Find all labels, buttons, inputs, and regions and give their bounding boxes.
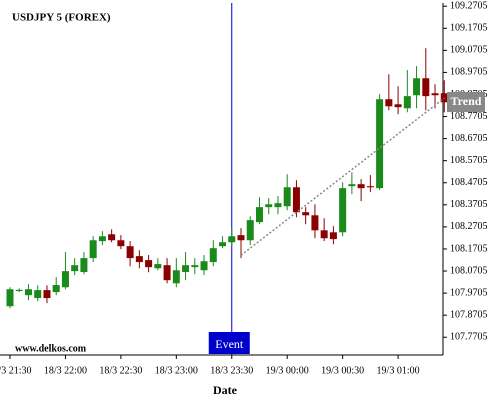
candle-body [34,290,42,299]
candle-body [302,212,310,216]
candle-body [237,235,245,241]
candle-body [89,240,97,259]
candle-body [292,187,300,213]
candle-body [154,264,162,269]
y-tick-label: 108.6705 [450,133,488,144]
candle-body [228,236,236,243]
candle-body [209,248,217,263]
candle-body [80,258,88,273]
x-tick-label: 19/3 00:00 [266,365,309,376]
candle-body [191,265,199,268]
y-tick-label: 108.2705 [450,221,488,232]
candle-body [339,188,347,233]
y-tick-label: 107.7705 [450,332,488,343]
x-tick-label: 18/3 22:30 [99,365,142,376]
candle-body [311,215,319,231]
candle-body [274,203,282,208]
y-tick-label: 109.1705 [450,23,488,34]
candle-body [61,271,69,288]
event-box [208,332,250,354]
candle-body [200,261,208,271]
candle-body [24,289,32,296]
y-tick-label: 107.8705 [450,309,488,320]
x-tick-label: 18/3 22:00 [44,365,87,376]
y-tick-label: 108.5705 [450,155,488,166]
x-tick-label: 18/3 23:30 [210,365,253,376]
y-tick-label: 108.3705 [450,199,488,210]
candle-body [117,240,125,247]
candle-body [431,93,439,96]
candle-body [348,184,356,187]
candle-body [145,260,153,268]
candle-body [163,265,171,281]
candle-body [320,230,328,239]
trend-box [447,92,485,112]
candle-body [329,232,337,240]
x-axis-label: Date [213,383,238,397]
candle-body [52,285,60,293]
candle-body [43,290,51,299]
candle-body [385,99,393,107]
x-tick-label: 18/3 23:00 [155,365,198,376]
y-tick-label: 109.2705 [450,0,488,11]
candle-body [376,99,384,189]
y-tick-label: 108.1705 [450,243,488,254]
candle-body [182,265,190,273]
watermark: www.delkos.com [15,343,87,354]
y-tick-label: 107.9705 [450,287,488,298]
candle-body [71,265,79,272]
candle-body [246,220,254,241]
x-tick-label: 18/3 21:30 [0,365,32,376]
candle-body [126,246,134,259]
candle-body [440,93,448,103]
candle-body [108,234,116,241]
candle-body [15,289,23,291]
candle-body [283,187,291,207]
candle-body [357,184,365,189]
candle-body [255,207,263,223]
candle-body [135,256,143,263]
candle-body [6,289,14,307]
y-tick-label: 108.0705 [450,265,488,276]
candle-body [403,96,411,109]
candle-body [172,270,180,284]
candle-body [366,186,374,188]
chart-title: USDJPY 5 (FOREX) [12,12,111,24]
y-tick-label: 108.9705 [450,67,488,78]
trend-label: Trend [451,94,482,108]
candle-body [98,236,106,242]
y-tick-label: 108.4705 [450,177,488,188]
x-tick-label: 19/3 00:30 [321,365,364,376]
y-tick-label: 109.0705 [450,45,488,56]
x-tick-label: 19/3 01:00 [377,365,420,376]
event-label: Event [215,337,244,351]
trend-line [240,97,445,256]
candle-body [394,104,402,108]
candle-body [413,78,421,96]
candle-body [422,78,430,97]
candle-body [265,204,273,208]
y-tick-label: 108.7705 [450,111,488,122]
candle-body [219,242,227,247]
